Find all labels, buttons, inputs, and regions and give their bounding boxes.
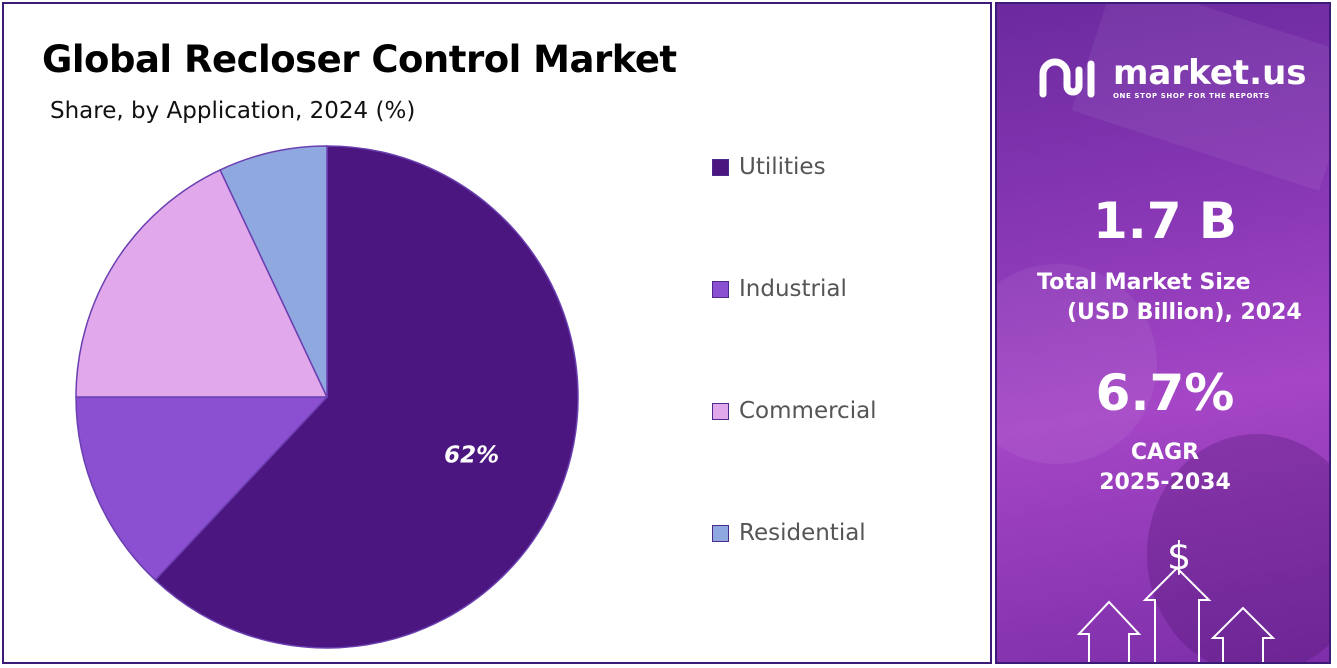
legend-label-utilities: Utilities (739, 154, 826, 180)
legend-item-commercial: Commercial (712, 398, 877, 424)
market-size-value: 1.7 B (1092, 192, 1238, 250)
market-size-label-line1: Total Market Size (1037, 270, 1251, 295)
pie-slice-residential (219, 145, 328, 398)
pie-slice-commercial (75, 168, 329, 398)
cagr-label-line2: 2025-2034 (1099, 470, 1231, 495)
chart-subtitle: Share, by Application, 2024 (%) (50, 98, 416, 124)
logo-tagline: ONE STOP SHOP FOR THE REPORTS (1113, 92, 1270, 100)
legend-item-industrial: Industrial (712, 276, 847, 302)
legend-swatch-commercial (712, 402, 729, 420)
legend-swatch-industrial (712, 280, 729, 298)
legend-item-utilities: Utilities (712, 154, 826, 180)
chart-title: Global Recloser Control Market (42, 38, 677, 81)
background-shape (997, 264, 1157, 464)
legend-label-residential: Residential (739, 520, 866, 546)
growth-arrows-icon (1077, 566, 1276, 662)
legend-item-residential: Residential (712, 520, 866, 546)
chart-panel: Global Recloser Control Market Share, by… (2, 2, 992, 664)
pie-slice-utilities (154, 145, 579, 649)
market-size-label-line2: (USD Billion), 2024 (1067, 300, 1302, 325)
legend-label-commercial: Commercial (739, 398, 877, 424)
legend-label-industrial: Industrial (739, 276, 847, 302)
pie-chart: 62% (75, 145, 579, 649)
cagr-label-line1: CAGR (1130, 440, 1200, 465)
summary-panel: market.us ONE STOP SHOP FOR THE REPORTS … (995, 2, 1331, 664)
background-shape (1147, 434, 1329, 662)
logo-name: market.us (1113, 53, 1307, 93)
legend-swatch-utilities (712, 158, 729, 176)
logo: market.us ONE STOP SHOP FOR THE REPORTS (1037, 56, 1307, 100)
cagr-value: 6.7% (1095, 364, 1235, 422)
data-label-utilities: 62% (444, 442, 499, 468)
pie-slice-industrial (75, 396, 329, 582)
legend-swatch-residential (712, 524, 729, 542)
market-us-logo-icon (1039, 58, 1095, 98)
